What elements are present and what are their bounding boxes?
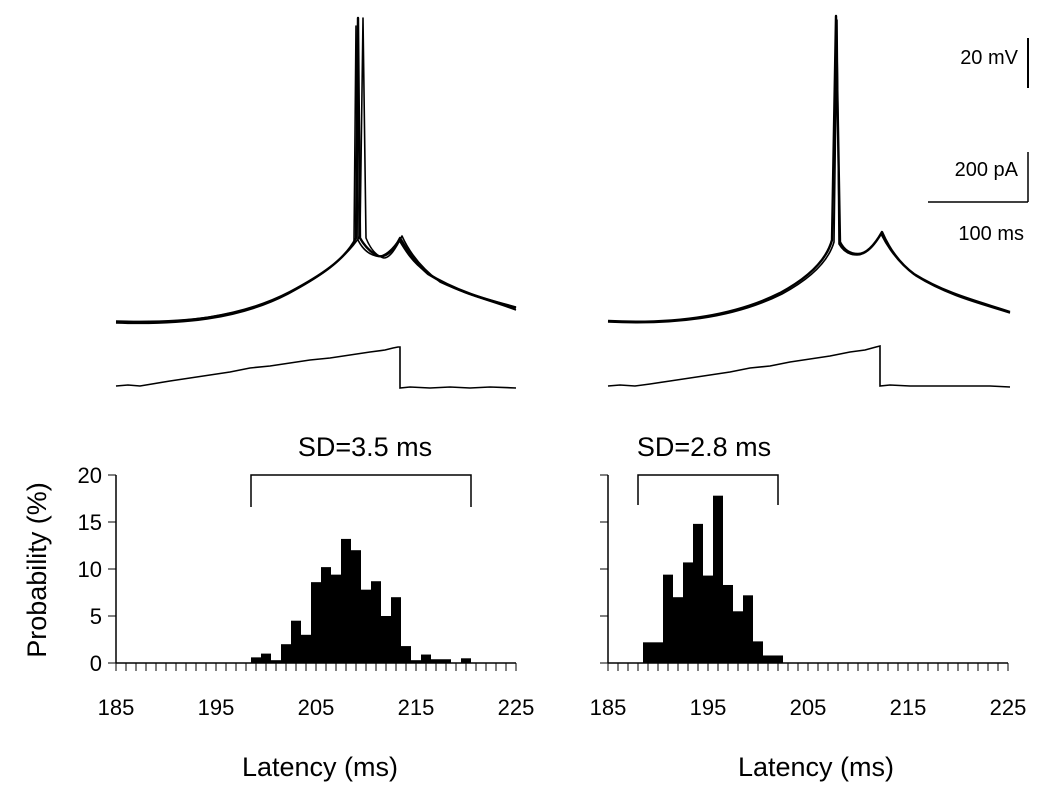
histogram-bar [351,550,361,663]
x-tick-label: 215 [890,695,927,720]
voltage-trace [115,25,517,325]
histogram-bar [411,660,421,663]
x-tick-label: 195 [198,695,235,720]
x-tick-label: 225 [990,695,1027,720]
y-tick-label: 10 [78,557,102,582]
y-tick-label: 15 [78,510,102,535]
histogram-bar [331,574,341,663]
histogram-bar [251,657,261,663]
histogram-bar [261,653,271,663]
x-tick-label: 205 [790,695,827,720]
histogram-bar [663,574,673,663]
chart-title: SD=2.8 ms [637,432,771,462]
x-axis-label: Latency (ms) [738,752,894,782]
voltage-scale-label: 20 mV [960,47,1018,69]
voltage-traces-left [115,16,517,325]
histogram-bar [683,562,693,663]
x-axis-label: Latency (ms) [242,752,398,782]
histogram-bar [713,495,723,663]
histogram-bar [271,660,281,663]
histogram-bar [693,523,703,663]
histogram-bar [391,597,401,663]
histogram-bar [401,646,411,663]
sd-bracket [250,474,472,507]
histogram-bar [301,634,311,663]
histogram-bar [703,575,713,663]
chart-title: SD=3.5 ms [298,432,432,462]
y-tick-label: 20 [78,463,102,488]
voltage-trace [115,17,517,323]
histogram-bar [431,659,441,663]
current-ramp-left [115,346,517,389]
y-axis-label: Probability (%) [22,482,52,658]
histogram-bar [281,644,291,663]
histogram-bar [371,581,381,663]
histogram-bar [643,642,653,663]
histogram-bar [311,582,321,663]
x-tick-label: 205 [298,695,335,720]
histogram-right: SD=2.8 ms Latency (ms) 185 195 205 215 225 [590,432,1027,782]
histogram-bar [743,595,753,663]
histogram-bar [753,641,763,663]
x-tick-label: 215 [398,695,435,720]
histogram-bar [773,655,783,663]
histogram-bar [673,597,683,663]
x-tick-label: 185 [590,695,627,720]
x-tick-label: 185 [98,695,135,720]
histogram-bar [441,659,451,663]
x-tick-label: 195 [690,695,727,720]
histogram-bar [763,655,773,663]
histogram-bar [653,642,663,663]
histogram-bar [381,616,391,663]
histogram-left: SD=3.5 ms Probability (%) Latency (ms) 1… [22,432,534,782]
histogram-bar [341,538,351,663]
voltage-traces-right [607,14,1011,324]
histogram-bar [461,658,471,663]
histogram-bar [421,654,431,663]
y-tick-label: 0 [90,651,102,676]
current-scale-label: 200 pA [955,159,1019,181]
histogram-bar [733,611,743,663]
current-ramps [115,344,1011,389]
histogram-bar [361,589,371,663]
voltage-trace [607,19,1011,324]
sd-bracket [637,474,779,505]
current-ramp-right [607,344,1011,388]
scale-bars: 20 mV 200 pA 100 ms [928,38,1029,245]
histogram-bar [723,584,733,663]
time-scale-label: 100 ms [958,223,1024,245]
histogram-bar [291,620,301,663]
y-tick-label: 5 [90,604,102,629]
histogram-bar [321,567,331,663]
x-tick-label: 225 [498,695,535,720]
